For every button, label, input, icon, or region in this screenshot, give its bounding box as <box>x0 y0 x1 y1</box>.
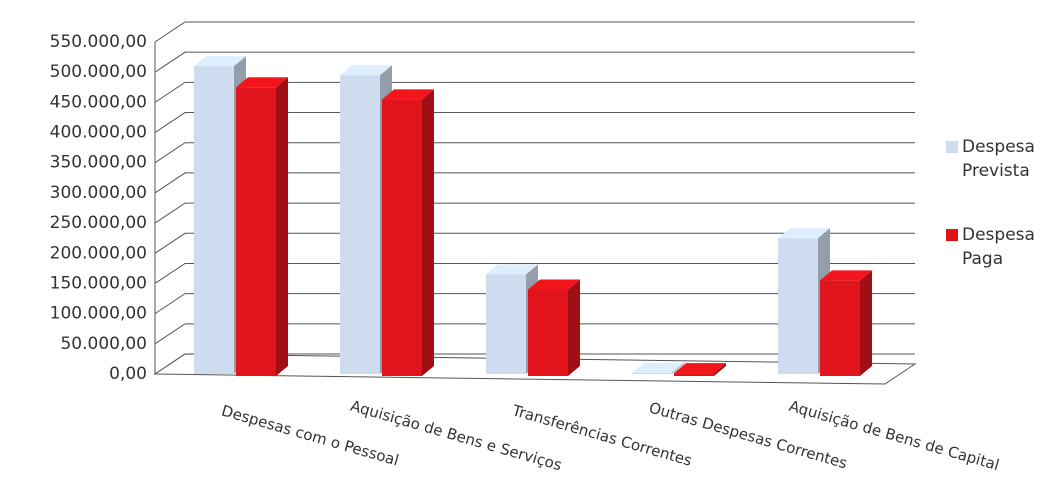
y-tick-label: 350.000,00 <box>50 153 147 173</box>
y-tick-label: 400.000,00 <box>50 123 147 143</box>
grid-line <box>154 172 915 194</box>
bar <box>382 89 434 376</box>
y-tick-label: 500.000,00 <box>50 62 147 82</box>
y-tick-label: 450.000,00 <box>50 92 147 112</box>
bar-face <box>778 238 818 374</box>
bar-face <box>276 77 288 376</box>
grid-line <box>154 353 915 375</box>
bar-face <box>672 362 684 374</box>
legend-label: Despesa Prevista <box>962 137 1035 181</box>
grid-line <box>154 232 915 254</box>
y-tick-label: 300.000,00 <box>50 183 147 203</box>
bar-face <box>236 77 288 88</box>
bar <box>674 363 726 376</box>
grid-line <box>154 21 915 43</box>
bar-face <box>236 87 276 376</box>
bar-face <box>340 75 380 374</box>
bar-face <box>714 363 726 376</box>
y-tick-label: 150.000,00 <box>50 273 147 293</box>
bar-face <box>382 99 422 376</box>
bar-face <box>632 362 684 373</box>
bar-face <box>674 373 714 376</box>
bar <box>236 77 288 376</box>
bar-face <box>820 270 872 281</box>
bar-face <box>382 89 434 100</box>
grid-line <box>154 112 915 133</box>
bar-face <box>568 279 580 376</box>
bar-face <box>194 66 234 375</box>
bar-face <box>632 372 672 374</box>
legend-swatch <box>946 229 958 241</box>
grid-line <box>154 202 915 224</box>
legend-swatch <box>946 141 958 153</box>
bar-face <box>778 228 830 239</box>
bar-face <box>194 56 246 67</box>
bar-face <box>820 280 860 376</box>
y-tick-label: 100.000,00 <box>50 304 147 324</box>
bar-face <box>528 289 568 376</box>
bar <box>528 279 580 376</box>
y-tick-label: 550.000,00 <box>50 32 147 52</box>
bar-face <box>486 274 526 374</box>
bar-face <box>422 89 434 376</box>
bar-face <box>860 270 872 376</box>
y-tick-label: 50.000,00 <box>60 334 147 354</box>
bar-face <box>340 65 392 76</box>
bar-face <box>528 279 580 290</box>
bar-face <box>674 363 726 374</box>
grid-line <box>154 262 915 284</box>
grid-line <box>154 293 915 315</box>
y-tick-label: 0,00 <box>109 364 147 384</box>
bar <box>778 228 830 374</box>
y-tick-label: 200.000,00 <box>50 243 147 263</box>
grid-line <box>154 51 915 73</box>
grid-line <box>154 323 915 345</box>
grid-line <box>154 142 915 164</box>
bar <box>820 270 872 376</box>
legend-label: Despesa Paga <box>962 225 1035 269</box>
y-tick-label: 250.000,00 <box>50 213 147 233</box>
bar-face <box>486 264 538 275</box>
grid-line <box>154 81 915 103</box>
bar <box>632 362 684 374</box>
